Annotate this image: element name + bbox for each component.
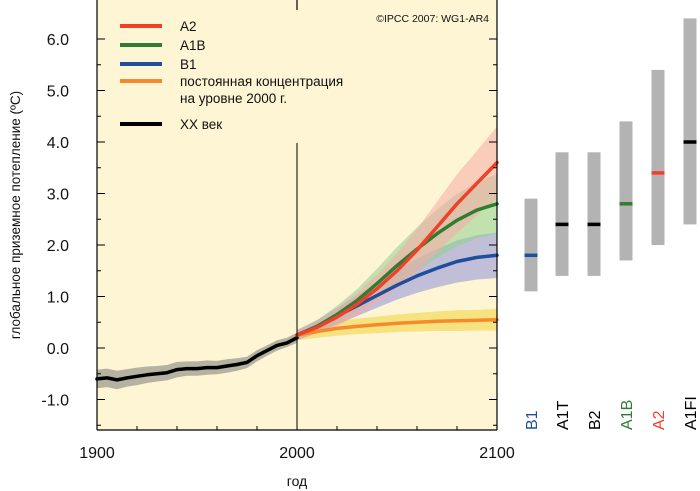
y-tick-label: -1.0 [41,393,69,410]
y-tick-label: 1.0 [47,290,69,307]
y-tick-label: 5.0 [47,84,69,101]
range-label: A1T [555,400,572,430]
legend: A2 A1B B1 постоянная концентрация на уровне … [120,19,343,132]
range-bar [651,69,665,246]
x-tick-label: 2000 [279,445,315,462]
y-tick-label: 6.0 [47,32,69,49]
legend-label: XX век [180,117,222,132]
range-label: B2 [587,410,604,430]
legend-label-line2: на уровне 2000 г. [180,91,287,106]
legend-label: постоянная концентрация [180,74,343,89]
line-xx-век [95,335,299,382]
y-tick-label: 4.0 [47,135,69,152]
range-label: A1FI [683,396,700,430]
x-tick-label: 2100 [479,445,515,462]
range-label: A2 [651,410,668,430]
legend-label: A1B [180,38,206,53]
y-tick-label: 0.0 [47,341,69,358]
line-a1b [295,202,499,337]
range-label: A1B [619,400,636,430]
copyright-note: ©IPCC 2007: WG1-AR4 [376,13,489,25]
line-постоянная-концентрация-на-уровне-2000-г- [295,317,499,337]
axes: -1.0 0.0 1.0 2.0 3.0 4.0 5.0 6.0 1900 2000 2100 [41,0,515,462]
y-tick-label: 2.0 [47,238,69,255]
range-bar [524,198,538,292]
series-lines [95,160,499,382]
x-tick-label: 1900 [79,445,115,462]
range-bar [683,18,697,225]
y-tick-label: 3.0 [47,187,69,204]
range-bar [587,152,601,276]
line-a2 [295,160,499,337]
y-axis-label: глобальное приземное потепление (ºC) [8,91,23,339]
range-bar [619,121,633,261]
range-label: B1 [524,410,541,430]
x-axis-label: год [287,473,307,489]
scenario-range-bars: B1 A1T B2 A1B A2 A1FI [524,18,700,430]
legend-label: B1 [180,57,197,72]
range-bar [555,152,569,276]
legend-label: A2 [180,19,197,34]
